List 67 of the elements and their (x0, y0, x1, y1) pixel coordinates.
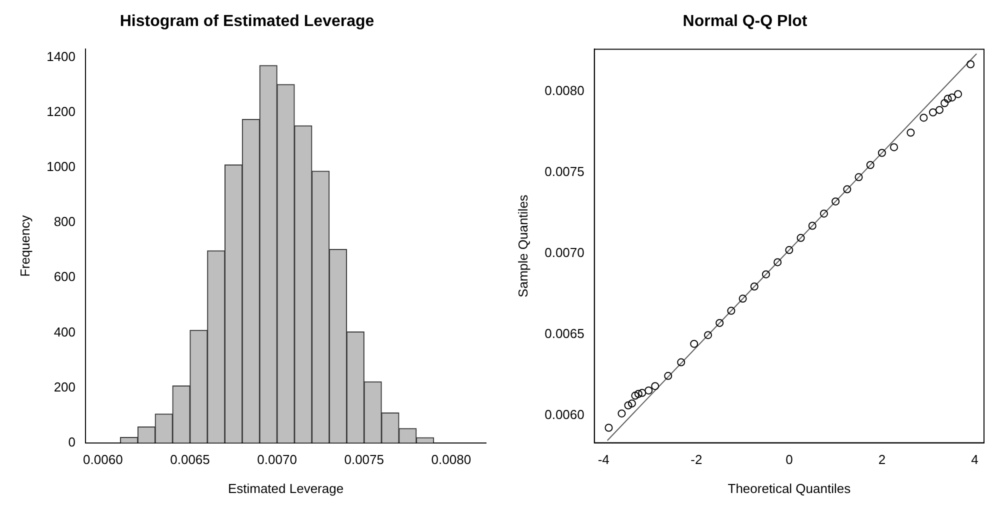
point (704, 331, 712, 340)
x-axis-title: Estimated Leverage (228, 480, 344, 496)
point (631, 392, 640, 400)
point (677, 358, 686, 366)
point (634, 390, 642, 398)
point (820, 210, 828, 218)
point (796, 234, 805, 242)
point (690, 340, 698, 348)
y-tick-label: 0.0080 (544, 82, 584, 98)
y-tick-label: 1000 (46, 159, 76, 174)
x-tick-label: 0 (786, 452, 793, 468)
y-tick-label: 1400 (46, 49, 76, 64)
point (948, 93, 956, 102)
point (651, 382, 660, 390)
x-tick-label: 0.0060 (83, 452, 123, 468)
point (928, 108, 937, 116)
y-axis-title: Sample Quantiles (515, 194, 530, 298)
y-tick-label: 600 (54, 269, 76, 284)
point (940, 99, 949, 108)
point (604, 424, 613, 432)
point (832, 197, 840, 206)
x-tick-label: 0.0070 (257, 452, 297, 468)
y-tick-label: 800 (54, 214, 76, 230)
point (738, 294, 747, 303)
x-tick-label: 0.0065 (170, 452, 210, 468)
point (624, 401, 632, 410)
x-tick-label: -4 (598, 452, 610, 468)
point (774, 258, 782, 266)
point (628, 399, 636, 408)
point (944, 94, 952, 103)
point (716, 318, 724, 327)
point (727, 306, 736, 315)
point (618, 409, 626, 418)
x-tick-label: 4 (971, 452, 978, 468)
point (935, 106, 944, 114)
point (762, 270, 770, 278)
point (854, 173, 863, 182)
y-tick-label: 0 (68, 434, 76, 450)
point (920, 114, 928, 122)
y-tick-label: 0.0060 (544, 406, 584, 422)
point (878, 148, 886, 157)
y-tick-label: 400 (54, 324, 76, 340)
y-tick-label: 0.0070 (544, 244, 584, 260)
point (808, 222, 816, 230)
point (644, 386, 653, 394)
point (954, 90, 962, 98)
y-tick-label: 200 (54, 379, 76, 394)
point (906, 128, 915, 137)
x-tick-label: -2 (690, 452, 702, 468)
chart-title: Normal Q-Q Plot (682, 13, 808, 30)
point (890, 143, 898, 152)
x-axis-title: Theoretical Quantiles (728, 480, 852, 496)
y-tick-label: 0.0075 (544, 164, 584, 179)
y-axis-title: Frequency (17, 214, 32, 277)
point (664, 372, 672, 380)
chart-title: Histogram of Estimated Leverage (120, 13, 374, 30)
point (866, 161, 874, 170)
point (785, 246, 794, 254)
point (843, 185, 852, 194)
point (966, 60, 975, 68)
x-tick-label: 0.0075 (344, 452, 384, 468)
x-tick-label: 0.0080 (431, 452, 472, 468)
x-tick-label: 2 (878, 452, 886, 468)
point (638, 388, 646, 397)
y-tick-label: 0.0065 (544, 326, 584, 341)
point (750, 282, 758, 290)
y-tick-label: 1200 (46, 104, 76, 120)
